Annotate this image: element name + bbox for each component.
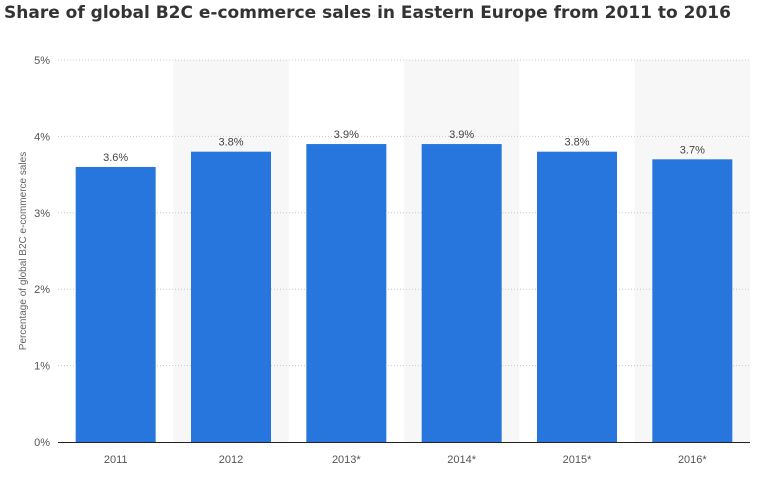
data-label: 3.8% — [218, 137, 243, 149]
y-axis-ticks: 0% 1% 2% 3% 4% 5% — [34, 55, 50, 449]
data-label: 3.8% — [564, 137, 589, 149]
y-axis-label: Percentage of global B2C e-commerce sale… — [18, 152, 29, 350]
data-labels: 3.6% 3.8% 3.9% 3.9% 3.8% 3.7% — [103, 129, 705, 164]
x-tick-label: 2016* — [678, 454, 707, 466]
bar-2012 — [191, 151, 271, 442]
gridlines — [58, 59, 750, 367]
y-tick-label: 4% — [34, 131, 50, 143]
data-label: 3.7% — [680, 144, 705, 156]
bar-2015 — [537, 151, 617, 442]
y-tick-label: 1% — [34, 361, 50, 373]
bar-2014 — [421, 144, 502, 443]
x-tick-label: 2015* — [563, 454, 592, 466]
data-label: 3.9% — [334, 129, 359, 141]
x-tick-label: 2011 — [104, 454, 128, 466]
bar-2011 — [75, 166, 156, 442]
x-tick-label: 2012 — [219, 454, 243, 466]
bars — [75, 144, 733, 443]
chart-title: Share of global B2C e-commerce sales in … — [4, 3, 731, 23]
y-tick-label: 5% — [34, 55, 50, 67]
y-tick-label: 2% — [34, 284, 50, 296]
y-tick-label: 0% — [34, 437, 50, 449]
data-label: 3.9% — [449, 129, 474, 141]
bar-2016 — [652, 159, 733, 442]
x-tick-label: 2014* — [447, 454, 476, 466]
x-axis-ticks: 2011 2012 2013* 2014* 2015* 2016* — [104, 454, 708, 466]
bar-2013 — [306, 144, 387, 443]
data-label: 3.6% — [103, 152, 128, 164]
y-tick-label: 3% — [34, 208, 50, 220]
x-tick-label: 2013* — [332, 454, 361, 466]
